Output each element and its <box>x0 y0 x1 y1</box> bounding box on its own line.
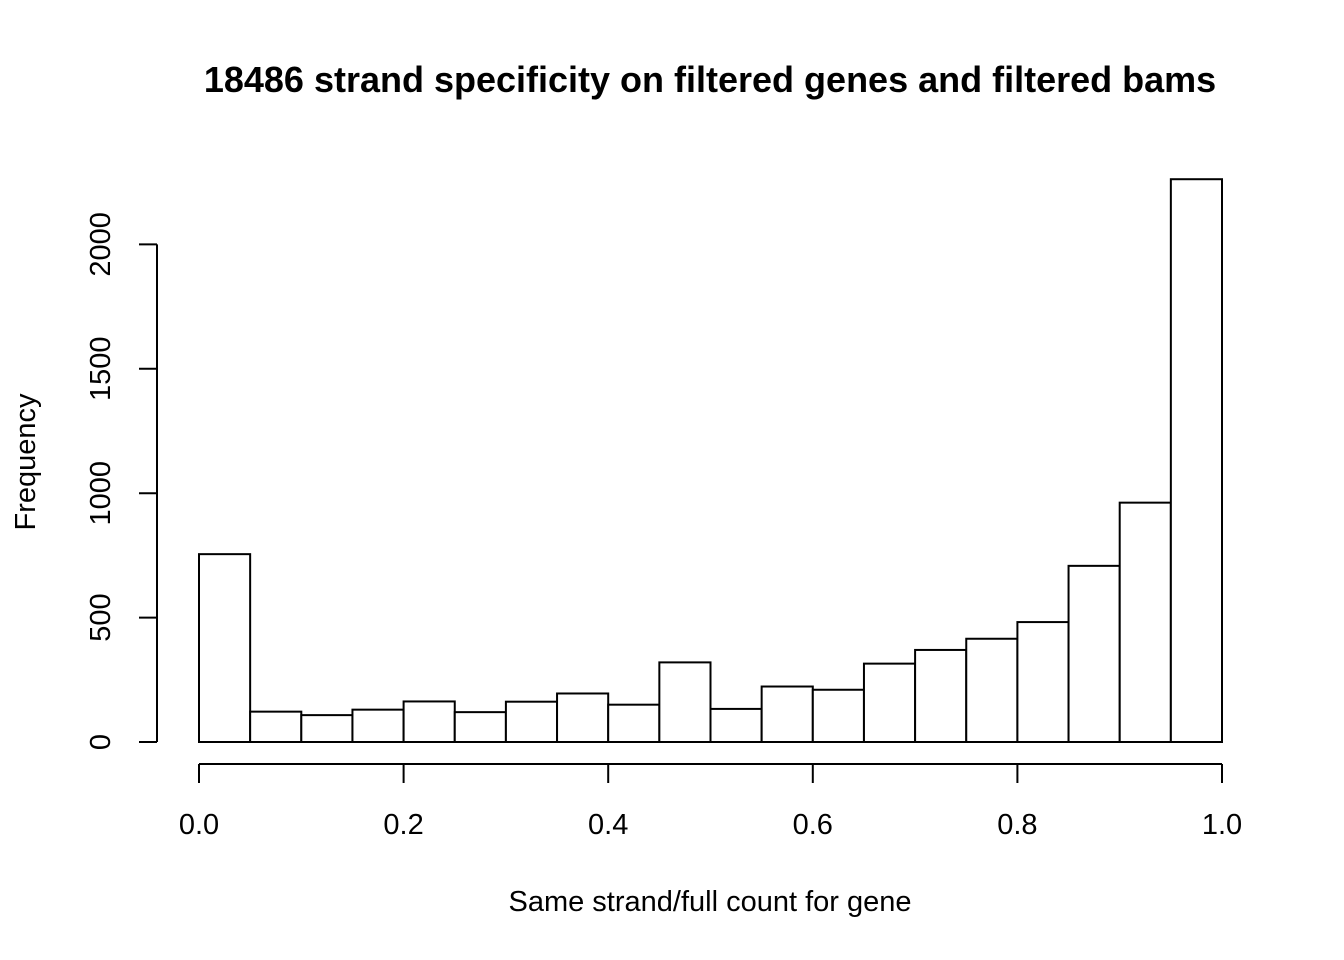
x-axis: 0.0 0.2 0.4 0.6 0.8 1.0 <box>179 763 1242 841</box>
histogram-bar-1 <box>249 710 303 744</box>
histogram-bar-16 <box>1016 621 1070 744</box>
histogram-bar-17 <box>1067 564 1121 744</box>
y-tick-label-3: 1500 <box>85 337 117 402</box>
histogram-bar-13 <box>862 662 917 743</box>
y-tick-label-2: 1000 <box>85 461 117 526</box>
y-axis: 0 500 1000 1500 2000 <box>85 212 158 750</box>
histogram-bar-18 <box>1118 501 1172 743</box>
histogram-bars <box>198 178 1223 744</box>
histogram-bar-3 <box>351 708 405 744</box>
histogram-bar-11 <box>760 685 814 743</box>
y-tick-label-1: 500 <box>85 593 117 641</box>
histogram-bar-2 <box>300 714 354 743</box>
chart-title: 18486 strand specificity on filtered gen… <box>204 59 1216 100</box>
x-tick-label-5: 1.0 <box>1202 809 1242 841</box>
histogram-bar-4 <box>402 700 456 744</box>
x-tick-label-2: 0.4 <box>588 809 628 841</box>
x-tick-label-3: 0.6 <box>793 809 833 841</box>
x-axis-label: Same strand/full count for gene <box>508 886 911 918</box>
histogram-bar-8 <box>607 703 661 743</box>
histogram-bar-9 <box>658 661 712 743</box>
y-axis-label: Frequency <box>10 393 42 531</box>
histogram-bar-0 <box>198 553 252 743</box>
x-tick-label-1: 0.2 <box>383 809 423 841</box>
x-tick-label-4: 0.8 <box>997 809 1037 841</box>
histogram-bar-12 <box>811 688 865 744</box>
histogram-bar-15 <box>965 637 1019 743</box>
histogram-bar-5 <box>453 711 507 743</box>
histogram-bar-10 <box>709 707 763 744</box>
histogram-bar-14 <box>914 648 968 743</box>
x-tick-label-0: 0.0 <box>179 809 219 841</box>
histogram-bar-7 <box>556 692 610 744</box>
y-tick-label-0: 0 <box>85 734 117 750</box>
histogram-bar-19 <box>1169 178 1223 743</box>
histogram-bar-6 <box>504 700 559 743</box>
y-tick-label-4: 2000 <box>85 212 117 277</box>
